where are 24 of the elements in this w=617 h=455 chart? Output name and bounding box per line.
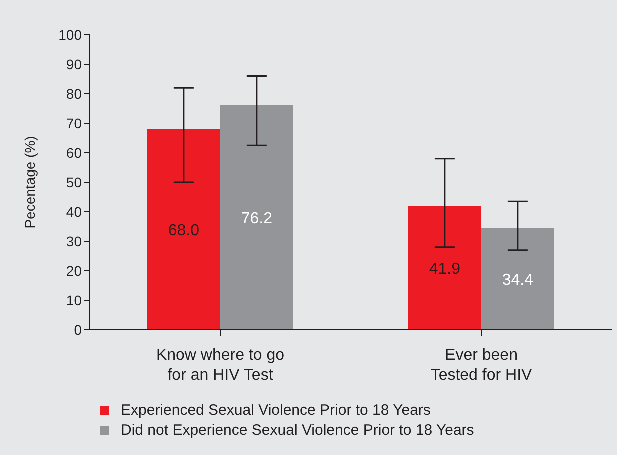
y-tick-label: 20 [66, 262, 82, 279]
y-tick-label: 40 [66, 204, 82, 220]
bar [408, 206, 482, 330]
data-label: 68.0 [168, 222, 200, 240]
data-label: 76.2 [241, 210, 273, 228]
y-axis-title: Pecentage (%) [22, 136, 38, 229]
legend-label: Did not Experience Sexual Violence Prior to 18 Years [121, 422, 474, 438]
y-tick-label: 10 [66, 292, 82, 308]
bar [220, 105, 294, 330]
y-tick-label: 60 [66, 144, 82, 161]
y-tick-label: 50 [66, 174, 82, 190]
y-tick-label: 80 [66, 86, 82, 102]
y-tick-label: 70 [66, 115, 82, 132]
x-tick-label: Ever been Tested for HIV [430, 347, 533, 384]
y-tick-label: 30 [66, 233, 82, 250]
bar [481, 228, 554, 330]
y-tick-label: 0 [74, 322, 82, 338]
legend-label: Experienced Sexual Violence Prior to 18 Years [121, 402, 431, 418]
data-label: 34.4 [502, 272, 534, 289]
bar [147, 129, 220, 330]
y-tick-label: 100 [58, 26, 82, 43]
y-tick-label: 90 [66, 56, 82, 72]
x-tick-label: Know where to go for an HIV Test [156, 347, 285, 384]
data-label: 41.9 [429, 260, 461, 278]
